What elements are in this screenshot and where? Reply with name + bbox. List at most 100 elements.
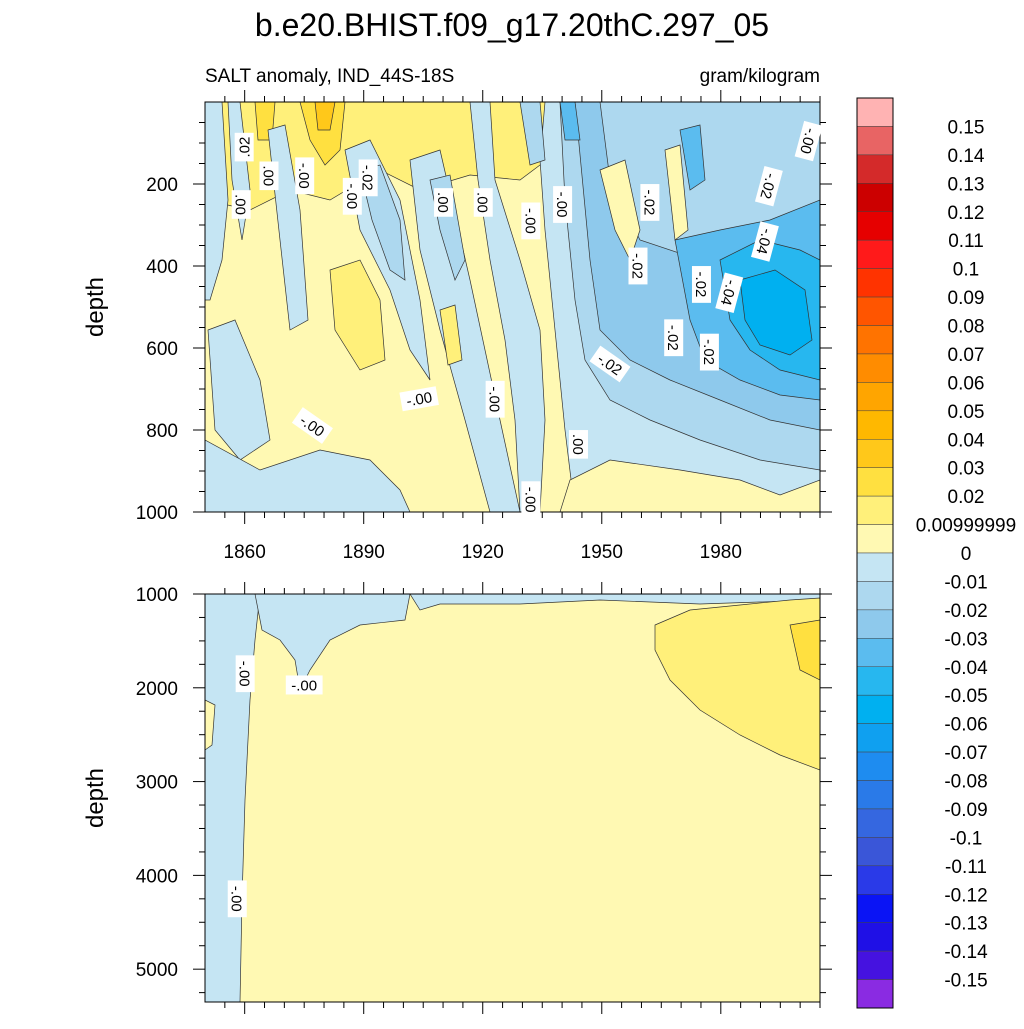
colorbar-swatch: [856, 666, 894, 696]
colorbar-label: 0.07: [948, 345, 985, 366]
colorbar-label: -0.05: [944, 686, 987, 707]
colorbar-swatch: [856, 780, 894, 810]
lower-y-tick-label: 4000: [136, 866, 178, 887]
x-tick-label: 1890: [343, 542, 385, 563]
colorbar-swatch: [856, 609, 894, 639]
upper-contour-labels: .02.00 -.00 -.02.00 -.00.00.00 -.00-.00-.02-…: [231, 120, 823, 519]
colorbar-swatch: [856, 979, 894, 1009]
upper-y-tick-label: 400: [146, 257, 178, 278]
contour-label: -.02: [754, 165, 783, 207]
contour-label-bg: [291, 407, 333, 444]
contour-label-bg: [358, 159, 378, 197]
colorbar-label: -0.01: [944, 572, 987, 593]
chart-title: b.e20.BHIST.f09_g17.20thC.297_05: [255, 7, 769, 43]
colorbar-swatch: [856, 524, 894, 554]
colorbar-label: -0.09: [944, 800, 987, 821]
colorbar-swatch: [856, 865, 894, 895]
upper-y-tick-label: 200: [146, 175, 178, 196]
colorbar-label: 0.04: [948, 430, 985, 451]
lower-y-tick-label: 3000: [136, 773, 178, 794]
contour-label-bg: [521, 481, 541, 519]
contour-label: -.02: [358, 159, 378, 197]
colorbar-label: 0.1: [953, 260, 979, 281]
lower-contour-fill: [205, 594, 820, 1002]
contour-label-text: -.00: [796, 126, 819, 155]
colorbar-swatch: [856, 467, 894, 497]
colorbar-swatch: [856, 126, 894, 156]
lower-y-tick-label: 1000: [136, 585, 178, 606]
colorbar-label: 0.09: [948, 288, 985, 309]
colorbar-label: 0.11: [948, 231, 984, 252]
contour-label-bg: [640, 184, 660, 221]
contour-label-bg: [231, 190, 251, 219]
contour-label-bg: [794, 120, 823, 162]
contour-label: -.00: [485, 380, 505, 418]
contour-label: -.02: [691, 266, 711, 303]
colorbar-swatch: [856, 268, 894, 298]
colorbar-label: 0.12: [948, 203, 985, 224]
colorbar-label: -0.13: [944, 914, 987, 935]
colorbar-swatch: [856, 183, 894, 212]
contour-label: -.00: [342, 177, 362, 215]
lower-y-axis: 1000 2000 3000 4000 5000: [136, 585, 832, 994]
contour-label-bg: [628, 247, 648, 285]
colorbar-label: -0.03: [944, 629, 987, 650]
contour-label-text: .00: [232, 194, 249, 215]
contour-label: -.02: [664, 319, 684, 357]
contour-label: -.00: [794, 120, 823, 162]
contour-label-text: -.00: [486, 386, 503, 412]
lower-x-axis: [224, 582, 821, 1014]
contour-label-bg: [485, 380, 505, 418]
contour-label-text: -.02: [640, 190, 657, 216]
x-tick-label: 1920: [462, 542, 504, 563]
contour-label: -.04: [750, 221, 779, 262]
contour-label-text: .00: [259, 165, 276, 186]
contour-label-bg: [259, 161, 279, 191]
upper-y-axis-label: depth: [82, 277, 109, 337]
lower-plot-frame: [204, 593, 821, 1003]
contour-label: .00: [434, 188, 454, 217]
upper-y-tick-label: 800: [146, 421, 178, 442]
contour-label: .00: [568, 430, 588, 459]
colorbar: 0.15 0.14 0.13 0.12 0.11 0.1 0.09 0.08 0.07 0.06 0…: [856, 97, 1016, 1009]
colorbar-label: -0.02: [944, 601, 987, 622]
colorbar-label: 0: [961, 544, 972, 565]
colorbar-swatch: [856, 410, 894, 440]
contour-label-text: .00: [434, 192, 451, 213]
colorbar-swatch: [856, 382, 894, 412]
lower-y-tick-label: 2000: [136, 679, 178, 700]
contour-label-bg: [235, 655, 255, 693]
contour-label: -.00: [235, 655, 255, 693]
contour-label: -.00: [285, 675, 323, 695]
colorbar-label: 0.14: [948, 146, 985, 167]
colorbar-label: -0.06: [944, 715, 987, 736]
contour-label: -.04: [715, 272, 744, 314]
contour-label-text: -.00: [343, 183, 360, 209]
upper-y-axis: 200 400 600 800 1000: [136, 122, 832, 524]
contour-label: .02: [234, 132, 254, 162]
contour-label-text: -.02: [628, 253, 645, 279]
contour-label-bg: [750, 221, 779, 262]
contour-label-text: -.00: [521, 208, 538, 234]
colorbar-label: 0.02: [948, 487, 985, 508]
colorbar-label: 0.15: [948, 117, 985, 138]
colorbar-swatch: [856, 723, 894, 753]
colorbar-swatch: [856, 154, 894, 184]
colorbar-swatch: [856, 353, 894, 383]
colorbar-swatch: [856, 638, 894, 667]
contour-label-bg: [295, 157, 315, 195]
contour-label-text: .02: [237, 137, 254, 158]
upper-y-tick-label: 1000: [136, 503, 178, 524]
colorbar-swatch: [856, 97, 894, 127]
lower-y-axis-label: depth: [82, 768, 109, 828]
contour-label-text: -.00: [521, 487, 538, 513]
contour-label: -.00: [553, 186, 573, 223]
subtitle-left: SALT anomaly, IND_44S-18S: [205, 66, 454, 87]
contour-label-bg: [234, 132, 254, 162]
contour-label-text: .00: [569, 434, 586, 455]
colorbar-swatch: [856, 751, 894, 781]
colorbar-label: 0.13: [948, 174, 985, 195]
contour-label: -.02: [640, 184, 660, 221]
contour-label: .00: [473, 188, 493, 217]
contour-label-text: -.00: [228, 886, 245, 912]
